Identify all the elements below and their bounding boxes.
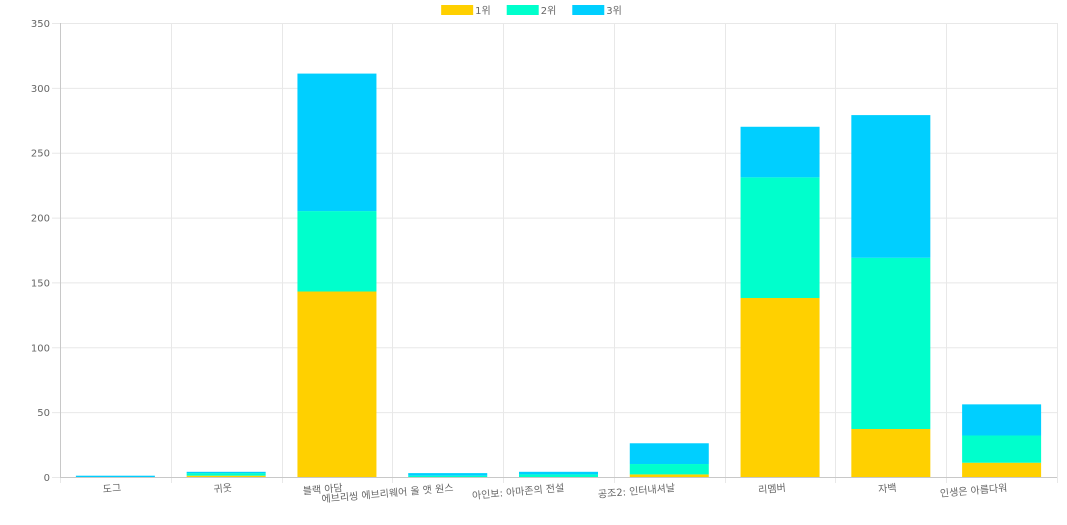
legend-label[interactable]: 3위 bbox=[606, 4, 622, 17]
bars bbox=[75, 73, 1042, 477]
bar-segment[interactable] bbox=[186, 473, 266, 476]
y-tick-label: 100 bbox=[31, 343, 50, 354]
bar-segment[interactable] bbox=[962, 404, 1042, 436]
y-tick-label: 0 bbox=[44, 473, 50, 484]
x-tick-label: 블랙 아담 bbox=[302, 482, 343, 497]
bar-segment[interactable] bbox=[629, 474, 709, 477]
bar-segment[interactable] bbox=[629, 443, 709, 465]
legend-label[interactable]: 2위 bbox=[541, 4, 557, 17]
x-tick-label: 인생은 아름다워 bbox=[939, 481, 1007, 500]
grid-lines bbox=[52, 23, 1058, 483]
bar-segment[interactable] bbox=[962, 462, 1042, 477]
bar-segment[interactable] bbox=[740, 126, 820, 178]
bar-segment[interactable] bbox=[740, 297, 820, 477]
x-tick-label: 아인보: 아마존의 전설 bbox=[472, 482, 565, 502]
y-tick-label: 200 bbox=[31, 214, 50, 225]
y-tick-label: 250 bbox=[31, 149, 50, 160]
legend-swatch[interactable] bbox=[572, 5, 605, 15]
legend-swatch[interactable] bbox=[441, 5, 474, 15]
bar-segment[interactable] bbox=[297, 211, 377, 292]
bar-segment[interactable] bbox=[408, 475, 488, 477]
x-tick-label: 공조2: 인터내셔날 bbox=[597, 482, 675, 501]
bar-segment[interactable] bbox=[851, 257, 931, 430]
bar-segment[interactable] bbox=[519, 471, 598, 475]
x-tick-label: 도그 bbox=[102, 483, 121, 496]
x-tick-label: 리멤버 bbox=[758, 482, 787, 496]
y-tick-label: 50 bbox=[37, 408, 50, 419]
bar-segment[interactable] bbox=[297, 291, 377, 477]
bar-segment[interactable] bbox=[75, 475, 155, 477]
bar-segment[interactable] bbox=[629, 464, 709, 475]
y-tick-label: 150 bbox=[31, 278, 50, 289]
bar-segment[interactable] bbox=[297, 73, 377, 212]
bar-segment[interactable] bbox=[186, 471, 266, 474]
bar-segment[interactable] bbox=[519, 474, 598, 477]
legend-swatch[interactable] bbox=[506, 5, 539, 15]
bar-segment[interactable] bbox=[408, 473, 488, 476]
y-tick-label: 300 bbox=[31, 84, 50, 95]
x-tick-label: 자백 bbox=[878, 482, 897, 496]
legend[interactable]: 1위 2위 3위 bbox=[441, 4, 622, 17]
x-tick-label: 귀웃 bbox=[213, 482, 232, 496]
bar-segment[interactable] bbox=[851, 115, 931, 258]
bar-segment[interactable] bbox=[962, 435, 1042, 463]
bar-segment[interactable] bbox=[740, 177, 820, 298]
legend-label[interactable]: 1위 bbox=[475, 4, 491, 17]
bar-segment[interactable] bbox=[851, 429, 931, 477]
y-tick-label: 350 bbox=[31, 19, 50, 30]
bar-segment[interactable] bbox=[186, 475, 266, 477]
